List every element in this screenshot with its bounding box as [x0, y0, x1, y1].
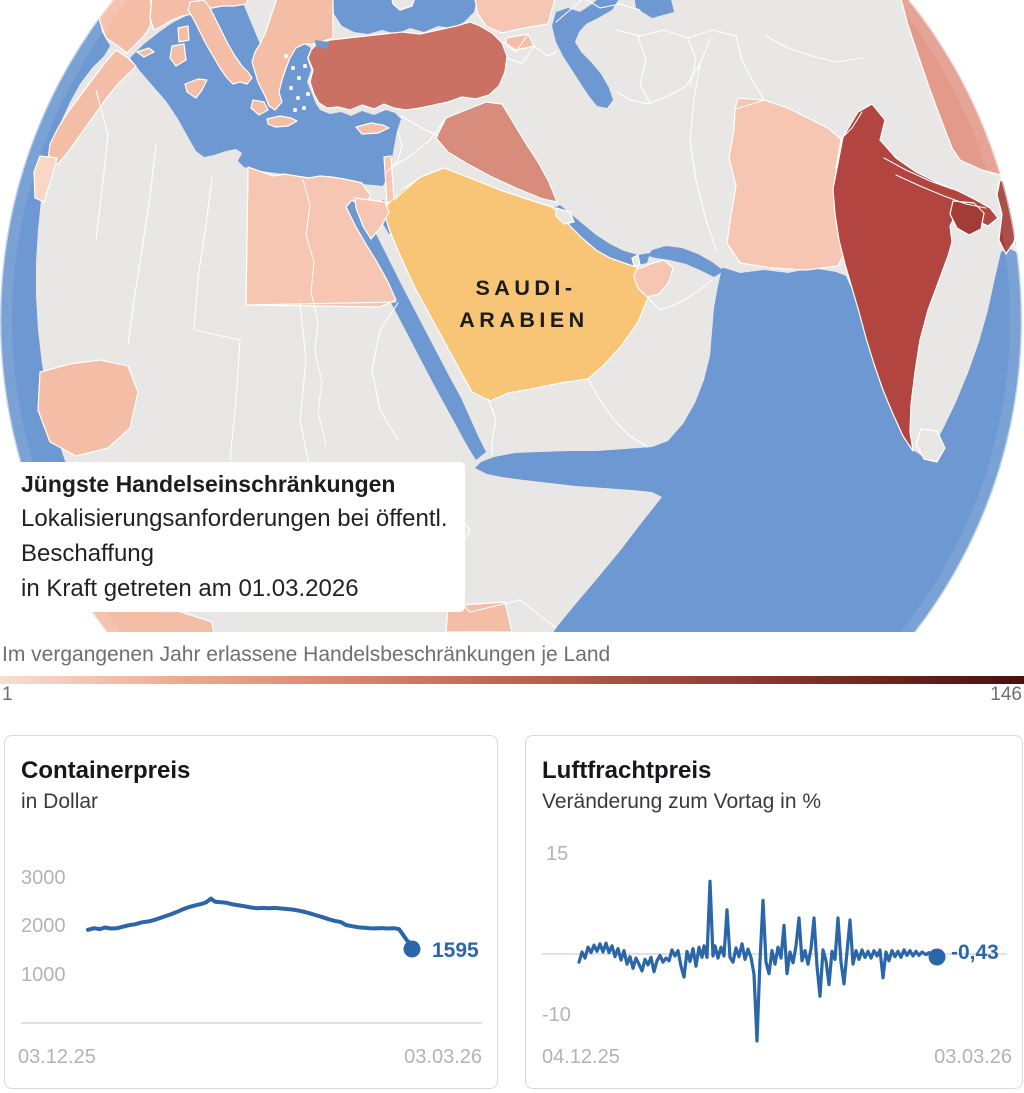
svg-text:Luftfrachtpreis: Luftfrachtpreis: [542, 757, 711, 784]
svg-text:03.03.26: 03.03.26: [934, 1046, 1012, 1068]
svg-text:SAUDI-: SAUDI-: [475, 276, 576, 300]
svg-text:1000: 1000: [21, 964, 66, 986]
svg-text:04.12.25: 04.12.25: [542, 1046, 620, 1068]
svg-text:Veränderung zum Vortag in %: Veränderung zum Vortag in %: [542, 790, 821, 813]
svg-text:2000: 2000: [21, 915, 66, 937]
svg-text:3000: 3000: [21, 867, 66, 889]
svg-text:03.03.26: 03.03.26: [404, 1046, 482, 1068]
svg-text:Containerpreis: Containerpreis: [21, 757, 190, 784]
svg-text:-0,43: -0,43: [951, 941, 999, 964]
svg-text:in Dollar: in Dollar: [21, 790, 98, 813]
svg-text:03.12.25: 03.12.25: [18, 1046, 96, 1068]
svg-text:15: 15: [546, 843, 568, 865]
svg-text:-10: -10: [542, 1004, 571, 1026]
svg-text:1595: 1595: [432, 939, 479, 962]
svg-text:ARABIEN: ARABIEN: [459, 308, 588, 332]
